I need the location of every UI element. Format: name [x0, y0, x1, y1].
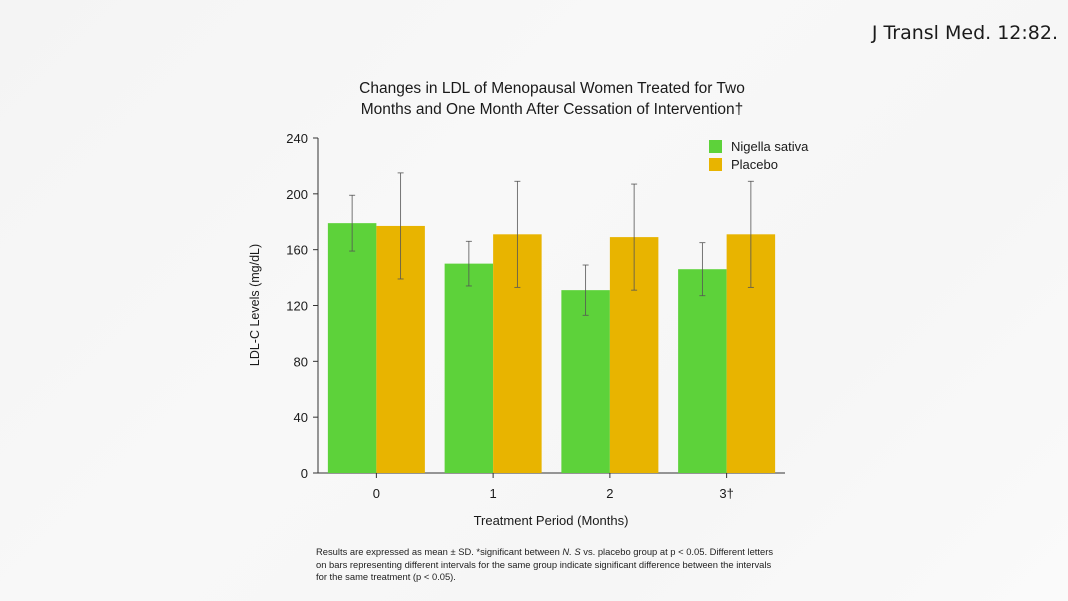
- y-tick-label: 120: [286, 299, 308, 314]
- legend-label: Nigella sativa: [731, 139, 809, 154]
- footnote: Results are expressed as mean ± SD. *sig…: [316, 546, 776, 584]
- x-tick-label: 0: [373, 486, 380, 501]
- bar: [327, 223, 377, 473]
- x-tick-label: 2: [606, 486, 613, 501]
- x-tick-label: 3†: [719, 486, 733, 501]
- plot-area: 0 40 80 120 160 200 240 0 1 2 3† Nigella sativa Plac…: [286, 131, 809, 501]
- bar: [561, 290, 610, 473]
- legend-swatch: [709, 158, 722, 171]
- x-tick-label: 1: [490, 486, 497, 501]
- footnote-italic: N. S: [562, 546, 581, 557]
- chart-title-line-1: Changes in LDL of Menopausal Women Treat…: [359, 80, 745, 97]
- bar: [444, 263, 494, 473]
- y-tick-label: 200: [286, 187, 308, 202]
- footnote-text-2: vs. placebo group at p < 0.05. Different…: [316, 546, 774, 583]
- chart-title-line-2: Months and One Month After Cessation of …: [361, 101, 744, 118]
- x-axis-label: Treatment Period (Months): [474, 513, 629, 528]
- legend-swatch: [709, 140, 722, 153]
- chart: Changes in LDL of Menopausal Women Treat…: [248, 80, 809, 528]
- legend-label: Placebo: [731, 157, 778, 172]
- y-axis-label: LDL-C Levels (mg/dL): [248, 244, 262, 366]
- footnote-text-1: Results are expressed as mean ± SD. *sig…: [316, 546, 563, 557]
- citation-text: J Transl Med. 12:82.: [871, 22, 1058, 44]
- y-tick-label: 240: [286, 131, 308, 146]
- bar: [678, 269, 727, 473]
- y-tick-label: 0: [301, 466, 308, 481]
- y-tick-label: 160: [286, 243, 308, 258]
- y-tick-label: 80: [294, 354, 308, 369]
- y-tick-label: 40: [294, 410, 308, 425]
